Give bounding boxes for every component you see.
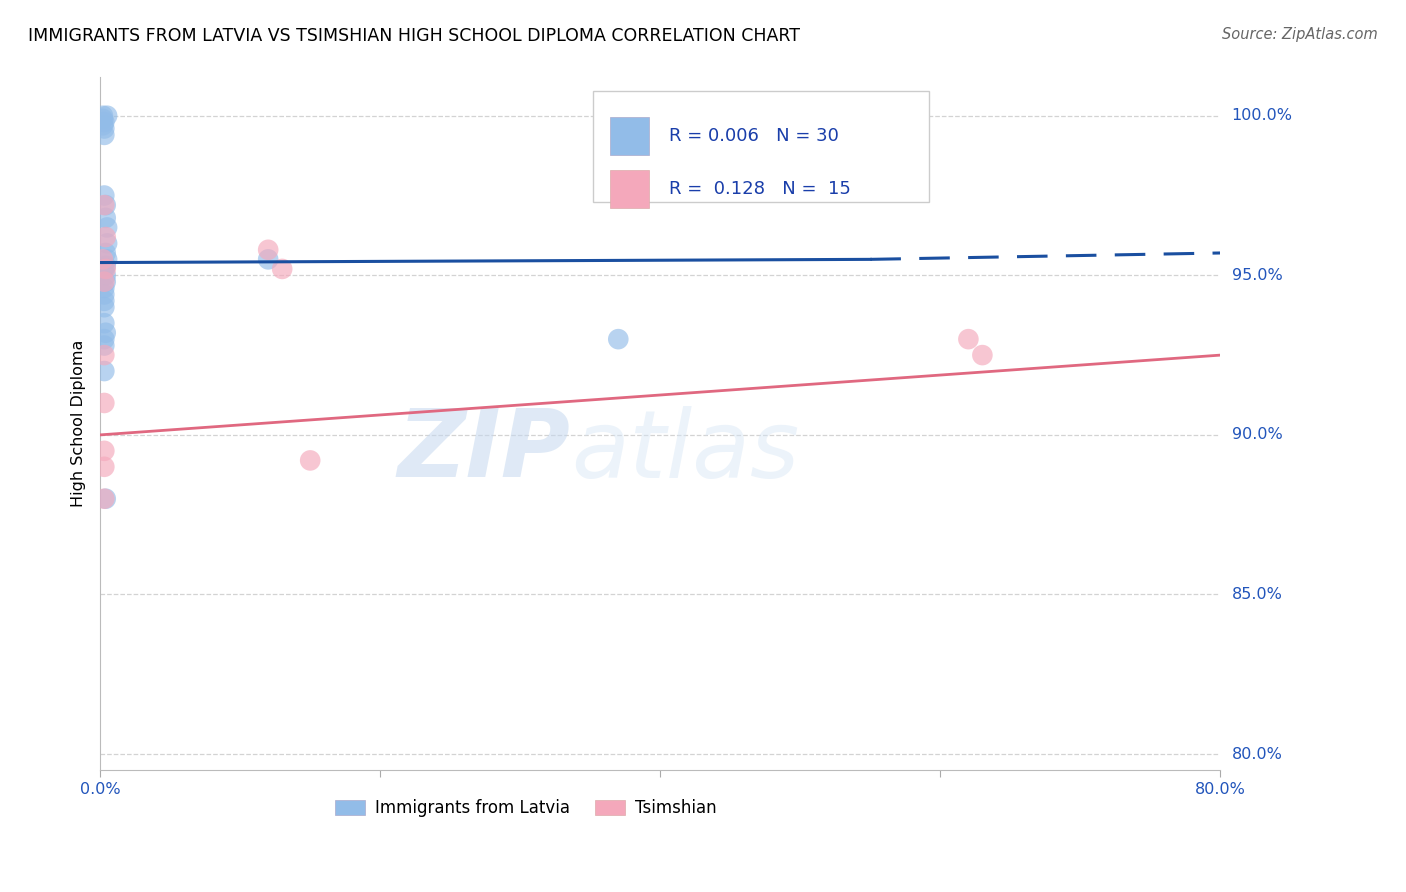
Point — [93, 338, 115, 352]
Point — [93, 491, 115, 506]
Text: IMMIGRANTS FROM LATVIA VS TSIMSHIAN HIGH SCHOOL DIPLOMA CORRELATION CHART: IMMIGRANTS FROM LATVIA VS TSIMSHIAN HIGH… — [28, 27, 800, 45]
FancyBboxPatch shape — [610, 117, 650, 154]
Point — [93, 332, 115, 346]
Point — [93, 198, 115, 212]
Legend: Immigrants from Latvia, Tsimshian: Immigrants from Latvia, Tsimshian — [329, 793, 723, 824]
Point — [93, 261, 115, 276]
Point — [93, 293, 115, 308]
Point — [94, 211, 117, 225]
Point — [94, 491, 117, 506]
Point — [94, 275, 117, 289]
Text: atlas: atlas — [571, 406, 799, 497]
Point — [257, 252, 280, 267]
Point — [271, 261, 294, 276]
Point — [96, 220, 118, 235]
Point — [93, 115, 115, 129]
Text: R = 0.006   N = 30: R = 0.006 N = 30 — [669, 127, 839, 145]
FancyBboxPatch shape — [610, 169, 650, 208]
Point — [94, 230, 117, 244]
Point — [93, 316, 115, 330]
Point — [94, 246, 117, 260]
Point — [299, 453, 322, 467]
Text: 90.0%: 90.0% — [1232, 427, 1282, 442]
Point — [93, 281, 115, 295]
Point — [94, 326, 117, 340]
Point — [93, 275, 115, 289]
Point — [93, 300, 115, 314]
Point — [93, 459, 115, 474]
Point — [257, 243, 280, 257]
Point — [91, 252, 114, 267]
Point — [91, 109, 114, 123]
Point — [957, 332, 980, 346]
Text: 80.0%: 80.0% — [1232, 747, 1282, 762]
Text: ZIP: ZIP — [398, 406, 571, 498]
Point — [94, 259, 117, 273]
Point — [96, 236, 118, 251]
Point — [607, 332, 630, 346]
Point — [93, 287, 115, 301]
Text: Source: ZipAtlas.com: Source: ZipAtlas.com — [1222, 27, 1378, 42]
Text: 100.0%: 100.0% — [1232, 108, 1292, 123]
Point — [93, 396, 115, 410]
Point — [91, 118, 114, 132]
Point — [972, 348, 994, 362]
Point — [93, 121, 115, 136]
Point — [96, 252, 118, 267]
Point — [93, 443, 115, 458]
Point — [93, 364, 115, 378]
Point — [94, 268, 117, 283]
Text: R =  0.128   N =  15: R = 0.128 N = 15 — [669, 180, 851, 198]
Point — [91, 112, 114, 126]
Text: 95.0%: 95.0% — [1232, 268, 1282, 283]
Point — [94, 198, 117, 212]
Point — [93, 348, 115, 362]
Y-axis label: High School Diploma: High School Diploma — [72, 340, 86, 508]
Point — [94, 261, 117, 276]
Point — [96, 109, 118, 123]
FancyBboxPatch shape — [593, 91, 929, 202]
Point — [93, 128, 115, 142]
Text: 85.0%: 85.0% — [1232, 587, 1282, 602]
Point — [93, 188, 115, 202]
